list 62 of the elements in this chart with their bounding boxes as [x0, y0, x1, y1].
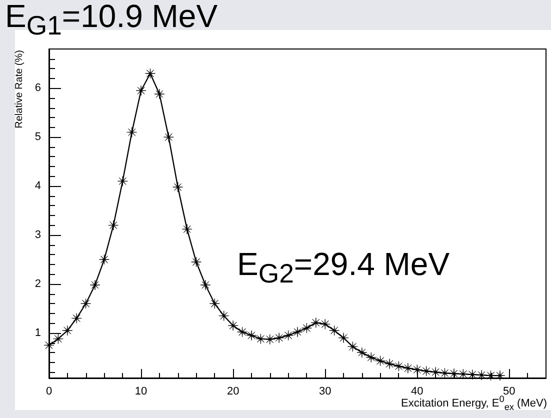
point [394, 361, 404, 372]
point [108, 220, 119, 230]
point [264, 334, 276, 345]
point [182, 224, 192, 234]
point [402, 363, 414, 374]
point [228, 320, 238, 331]
point [320, 318, 330, 330]
point [467, 369, 478, 380]
point [71, 313, 82, 324]
point [172, 182, 184, 192]
point [145, 68, 156, 79]
point [274, 332, 284, 344]
point [237, 326, 248, 338]
point [384, 358, 395, 369]
point [348, 341, 358, 352]
y-tick-label: 5 [34, 131, 41, 144]
point [90, 280, 100, 290]
point [440, 368, 450, 378]
point [255, 334, 266, 344]
point [53, 334, 64, 344]
x-tick-label: 20 [226, 386, 240, 398]
x-tick-label: 10 [134, 386, 148, 398]
point [163, 132, 174, 142]
point [430, 366, 441, 378]
point [421, 366, 432, 376]
point [191, 256, 202, 268]
text: E$_{G1}$=10.9 MeV [5, 0, 218, 42]
point [494, 370, 506, 381]
point [126, 127, 138, 138]
point [412, 364, 422, 375]
point [80, 298, 92, 309]
y-tick-label: 6 [34, 82, 41, 94]
point [329, 325, 340, 336]
point [448, 368, 460, 379]
point [99, 254, 110, 265]
point [200, 280, 211, 290]
point [486, 370, 496, 381]
y-tick-label: 4 [34, 180, 41, 192]
y-tick-label: 1 [34, 326, 41, 339]
point [209, 298, 220, 309]
point [366, 352, 376, 363]
x-tick-label: 0 [46, 386, 52, 398]
y-tick-label: 3 [34, 229, 41, 242]
point [246, 330, 257, 341]
point [136, 85, 146, 96]
point [458, 368, 468, 380]
point [310, 317, 322, 328]
point [292, 326, 303, 338]
point [356, 347, 368, 358]
point [117, 176, 128, 186]
point [476, 370, 487, 380]
point [375, 356, 386, 366]
point [338, 332, 349, 344]
y-tick-label: 2 [34, 278, 41, 290]
point [154, 88, 165, 100]
point [302, 322, 312, 334]
y-axis-title: Relative Rate (%) [14, 50, 25, 128]
point [283, 330, 294, 341]
point [62, 325, 73, 336]
x-tick-label: 30 [318, 386, 332, 398]
annotation: E$_{G2}$=29.4 MeV [237, 245, 450, 290]
point [218, 310, 230, 322]
